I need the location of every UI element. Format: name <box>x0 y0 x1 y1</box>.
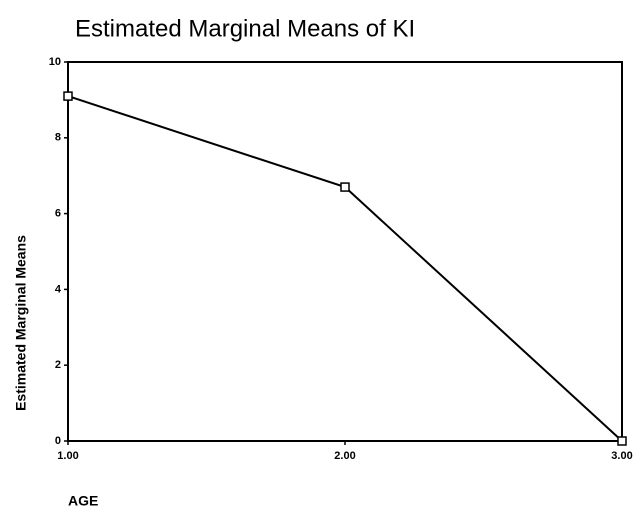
x-axis-label: AGE <box>68 493 98 509</box>
y-tick-label: 8 <box>55 132 61 144</box>
x-tick-label: 2.00 <box>334 450 355 462</box>
plot-frame <box>67 61 623 442</box>
x-tick-label: 3.00 <box>611 450 632 462</box>
y-tick-label: 10 <box>49 56 61 68</box>
point-marker <box>617 436 627 446</box>
y-axis-label: Estimated Marginal Means <box>13 235 29 411</box>
chart-title: Estimated Marginal Means of KI <box>75 15 415 42</box>
y-tick-label: 2 <box>55 359 61 371</box>
y-tick-label: 0 <box>55 435 61 447</box>
x-tick-label: 1.00 <box>57 450 78 462</box>
point-marker <box>63 91 73 101</box>
point-marker <box>340 182 350 192</box>
y-tick-label: 6 <box>55 208 61 220</box>
series-line <box>67 95 623 442</box>
y-tick-label: 4 <box>55 283 62 295</box>
